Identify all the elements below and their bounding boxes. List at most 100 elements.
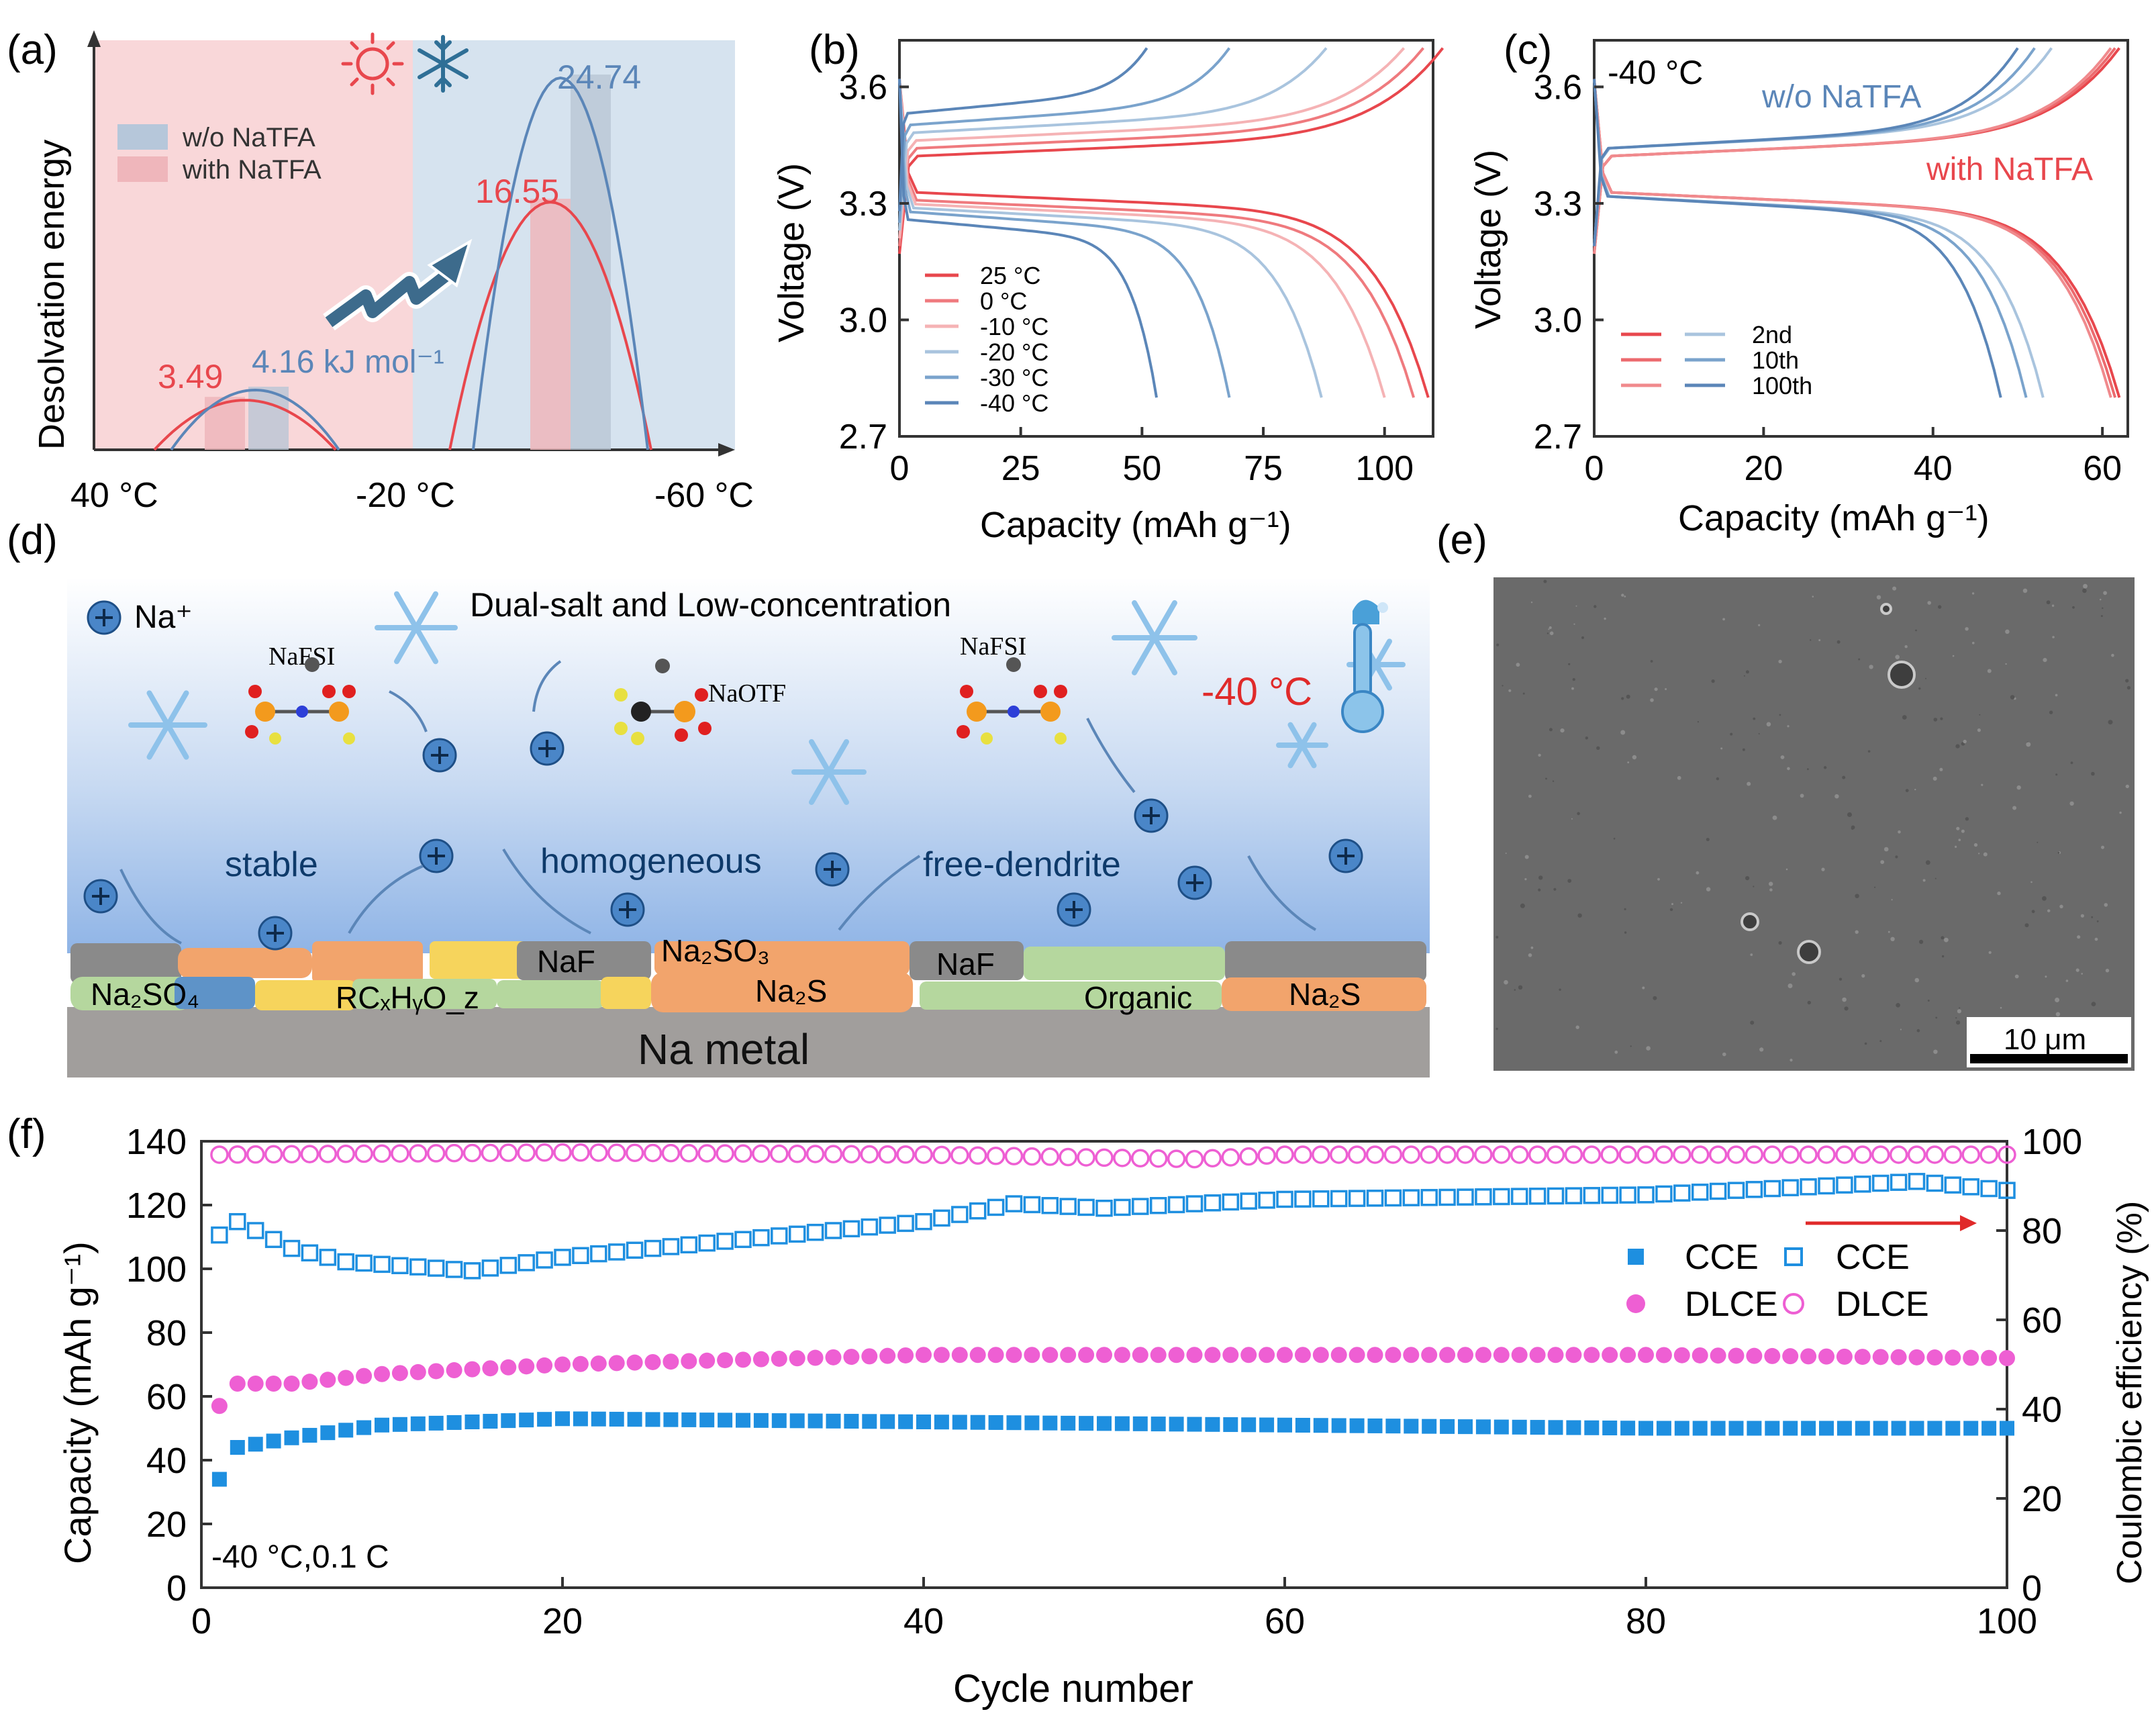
sem-speckle (1730, 732, 1733, 736)
sem-speckle (1898, 830, 1901, 834)
sem-speckle (1956, 826, 1960, 830)
cce-capacity-point (555, 1411, 570, 1427)
sem-speckle (2065, 979, 2069, 982)
cce-efficiency-point (1420, 1189, 1438, 1206)
panel-c-series-wo: w/o NaTFA (1761, 79, 1921, 115)
dlce-efficiency-point (1239, 1147, 1258, 1166)
dlce-efficiency-point (1312, 1145, 1330, 1164)
panel-d-word-homogeneous: homogeneous (540, 842, 762, 881)
panel-f-ytick-label-1: 20 (146, 1504, 187, 1545)
sem-speckle (1869, 665, 1873, 669)
dlce-capacity-point (1511, 1347, 1528, 1363)
cce-capacity-point (1024, 1415, 1040, 1431)
sem-speckle (2077, 935, 2081, 939)
sem-speckle (1961, 829, 1965, 833)
panel-c-ytick-label-3: 3.6 (1534, 68, 1582, 107)
panel-b-charge-curve-3 (898, 47, 1328, 231)
sem-speckle (1895, 855, 1898, 859)
sem-speckle (1522, 692, 1525, 695)
dlce-capacity-point (681, 1353, 697, 1370)
dlce-efficiency-point (787, 1145, 807, 1163)
dlce-capacity-point (771, 1350, 787, 1367)
sem-speckle (2075, 968, 2079, 972)
sem-speckle (1547, 632, 1549, 634)
dlce-capacity-point (1565, 1347, 1582, 1363)
dlce-capacity-point (1024, 1347, 1040, 1363)
dlce-efficiency-point (607, 1143, 626, 1162)
panel-c-discharge-curve-0 (1593, 79, 2121, 398)
dlce-efficiency-point (824, 1145, 843, 1163)
dlce-efficiency-point (1347, 1145, 1367, 1164)
dlce-capacity-point (1277, 1347, 1293, 1363)
cce-efficiency-point (536, 1251, 553, 1269)
sem-speckle (1514, 989, 1516, 991)
panel-a-curve-with-low (153, 399, 337, 451)
sem-speckle (2051, 604, 2055, 607)
dlce-efficiency-point (716, 1144, 734, 1163)
sei-label-na2so4: Na₂SO₄ (91, 977, 199, 1012)
cce-efficiency-point (1348, 1190, 1366, 1207)
dlce-capacity-point (663, 1353, 679, 1370)
sem-speckle (2081, 973, 2083, 975)
dlce-efficiency-point (1799, 1145, 1818, 1164)
cce-capacity-point (1385, 1419, 1401, 1434)
cce-efficiency-point (1023, 1196, 1041, 1214)
sei-block-green-3 (352, 979, 497, 1009)
panel-b-charge-curve-2 (898, 47, 1406, 239)
sem-speckle (1983, 852, 1988, 857)
dlce-efficiency-point (1257, 1146, 1276, 1165)
dlce-efficiency-point (1636, 1145, 1655, 1164)
dlce-efficiency-point (1600, 1145, 1619, 1164)
cce-capacity-point (1331, 1418, 1346, 1433)
sem-speckle (1941, 955, 1945, 958)
cce-capacity-point (519, 1412, 534, 1428)
dlce-efficiency-point (1528, 1145, 1547, 1164)
sem-speckle (1883, 847, 1889, 852)
sei-block-orange-4 (651, 972, 913, 1012)
dlce-efficiency-point (228, 1145, 247, 1164)
dlce-capacity-point (1836, 1348, 1853, 1365)
sem-speckle (2049, 710, 2053, 714)
cce-efficiency-point (1366, 1190, 1384, 1207)
snowflake-arm-5-2 (1287, 722, 1317, 769)
sem-speckle (2005, 663, 2007, 665)
panel-b-discharge-curve-0 (898, 79, 1430, 398)
sem-speckle (1657, 877, 1660, 881)
sem-speckle (2046, 600, 2051, 605)
dlce-efficiency-point (535, 1143, 554, 1162)
sem-speckle (2016, 785, 2021, 790)
panel-b-ytick-label-0: 2.7 (839, 418, 887, 457)
panel-c-ytick-label-1: 3.0 (1534, 301, 1582, 340)
panel-b-charge-curve-0 (898, 47, 1444, 254)
cce-efficiency-point (246, 1222, 264, 1239)
cce-capacity-point (1927, 1421, 1943, 1436)
panel-a-xtick-minus60: -60 °C (654, 476, 754, 515)
dlce-capacity-point (644, 1353, 661, 1370)
sem-speckle (1979, 714, 1981, 716)
cce-efficiency-point (229, 1212, 246, 1231)
cce-efficiency-point (1691, 1184, 1709, 1201)
dlce-capacity-point (1114, 1347, 1130, 1363)
sei-block-yellow-2 (255, 980, 356, 1010)
dlce-capacity-point (1421, 1347, 1438, 1363)
sem-speckle (1977, 728, 1981, 732)
sem-speckle (1650, 698, 1654, 702)
dlce-capacity-point (554, 1356, 571, 1373)
cce-efficiency-point (301, 1244, 319, 1261)
cce-capacity-point (1205, 1417, 1220, 1432)
cce-capacity-point (807, 1413, 823, 1429)
sem-speckle (1575, 1025, 1579, 1029)
sem-pits (1741, 603, 1916, 964)
sem-speckle (1571, 687, 1574, 690)
sem-speckle (2026, 742, 2031, 747)
sem-speckle (1785, 868, 1788, 871)
sem-speckle (1716, 777, 1720, 781)
na-ion-plus-8 (1142, 807, 1160, 824)
cce-capacity-point (1061, 1415, 1076, 1431)
panel-d: (d) Na metal NaF Na₂SO₃ NaF (7, 517, 1430, 1077)
panel-c-legend-label-2: 100th (1752, 372, 1812, 399)
sem-speckle (2070, 761, 2073, 765)
dlce-efficiency-point (1510, 1145, 1529, 1164)
sem-speckle (1787, 984, 1793, 988)
cce-capacity-point (789, 1413, 805, 1429)
